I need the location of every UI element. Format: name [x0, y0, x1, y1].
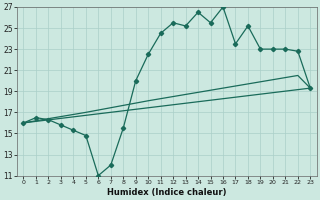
X-axis label: Humidex (Indice chaleur): Humidex (Indice chaleur)	[107, 188, 227, 197]
